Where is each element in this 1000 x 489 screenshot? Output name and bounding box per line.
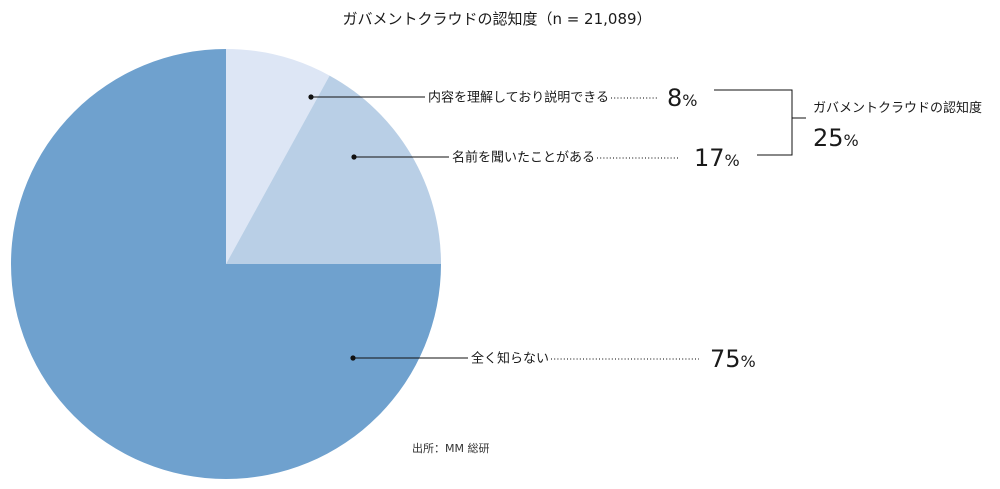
group-label: ガバメントクラウドの認知度 xyxy=(813,100,982,116)
group-value: 25% xyxy=(813,124,859,152)
slice-label: 内容を理解しており説明できる xyxy=(428,90,609,106)
pie-slice-1 xyxy=(226,49,330,264)
slice-label: 名前を聞いたことがある xyxy=(452,150,595,166)
slice-value: 75% xyxy=(710,345,756,373)
source-note: 出所：MM 総研 xyxy=(412,441,489,455)
pie-slices xyxy=(11,49,441,479)
slice-label: 全く知らない xyxy=(471,351,549,367)
pie-slice-2 xyxy=(226,75,441,264)
chart-title: ガバメントクラウドの認知度（n = 21,089） xyxy=(342,10,651,28)
slice-value: 8% xyxy=(667,84,697,112)
slice-annotation-2: 名前を聞いたことがある 17% xyxy=(351,144,740,172)
group-bracket xyxy=(714,89,806,156)
slice-annotation-1: 内容を理解しており説明できる 8% xyxy=(308,84,697,112)
slice-annotations: 内容を理解しており説明できる 8% 名前を聞いたことがある 17% 全く知らない 75% xyxy=(308,84,756,373)
pie-slice-3 xyxy=(11,49,441,479)
slice-annotation-3: 全く知らない 75% xyxy=(350,345,756,373)
slice-value: 17% xyxy=(694,144,740,172)
